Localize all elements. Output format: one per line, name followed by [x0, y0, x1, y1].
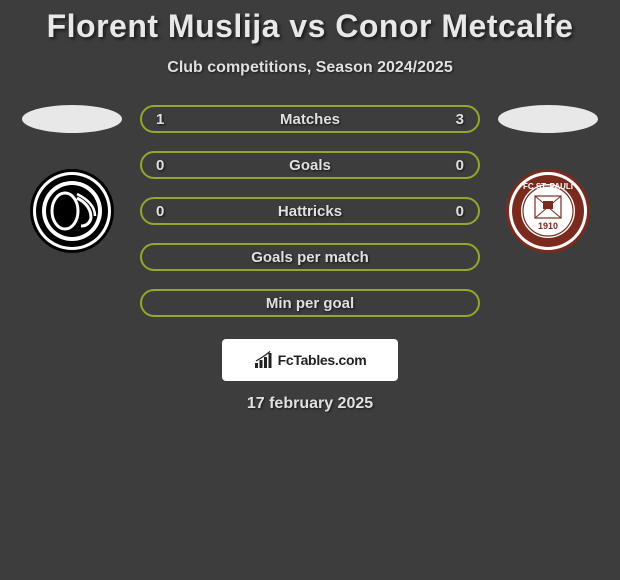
stat-right-value: 0 — [456, 157, 464, 174]
stat-label: Hattricks — [278, 203, 342, 220]
stat-row-min-per-goal: Min per goal — [140, 289, 480, 317]
stat-row-matches: 1 Matches 3 — [140, 105, 480, 133]
right-player-col: FC ST. PAULI 1910 — [498, 105, 598, 253]
stat-right-value: 3 — [456, 111, 464, 128]
stat-label: Goals — [289, 157, 331, 174]
stat-left-value: 0 — [156, 203, 164, 220]
svg-text:FC ST. PAULI: FC ST. PAULI — [523, 182, 573, 191]
watermark-box: FcTables.com — [222, 339, 398, 381]
st-pauli-badge-icon: FC ST. PAULI 1910 — [509, 172, 587, 250]
left-player-col — [22, 105, 122, 253]
subtitle: Club competitions, Season 2024/2025 — [0, 59, 620, 77]
left-flag-ellipse — [22, 105, 122, 133]
right-flag-ellipse — [498, 105, 598, 133]
stat-row-goals-per-match: Goals per match — [140, 243, 480, 271]
left-club-badge — [30, 169, 114, 253]
chart-icon — [254, 351, 274, 369]
freiburg-badge-icon — [33, 172, 111, 250]
watermark-text: FcTables.com — [278, 352, 367, 368]
stat-right-value: 0 — [456, 203, 464, 220]
date-label: 17 february 2025 — [0, 395, 620, 413]
stats-column: 1 Matches 3 0 Goals 0 0 Hattricks 0 Goal… — [140, 105, 480, 317]
svg-text:1910: 1910 — [538, 221, 558, 231]
stat-row-hattricks: 0 Hattricks 0 — [140, 197, 480, 225]
stat-left-value: 0 — [156, 157, 164, 174]
stat-label: Matches — [280, 111, 340, 128]
stat-label: Goals per match — [251, 249, 369, 266]
stat-row-goals: 0 Goals 0 — [140, 151, 480, 179]
stat-left-value: 1 — [156, 111, 164, 128]
right-club-badge: FC ST. PAULI 1910 — [506, 169, 590, 253]
main-row: 1 Matches 3 0 Goals 0 0 Hattricks 0 Goal… — [0, 105, 620, 317]
comparison-card: Florent Muslija vs Conor Metcalfe Club c… — [0, 0, 620, 413]
stat-label: Min per goal — [266, 295, 354, 312]
page-title: Florent Muslija vs Conor Metcalfe — [0, 8, 620, 45]
